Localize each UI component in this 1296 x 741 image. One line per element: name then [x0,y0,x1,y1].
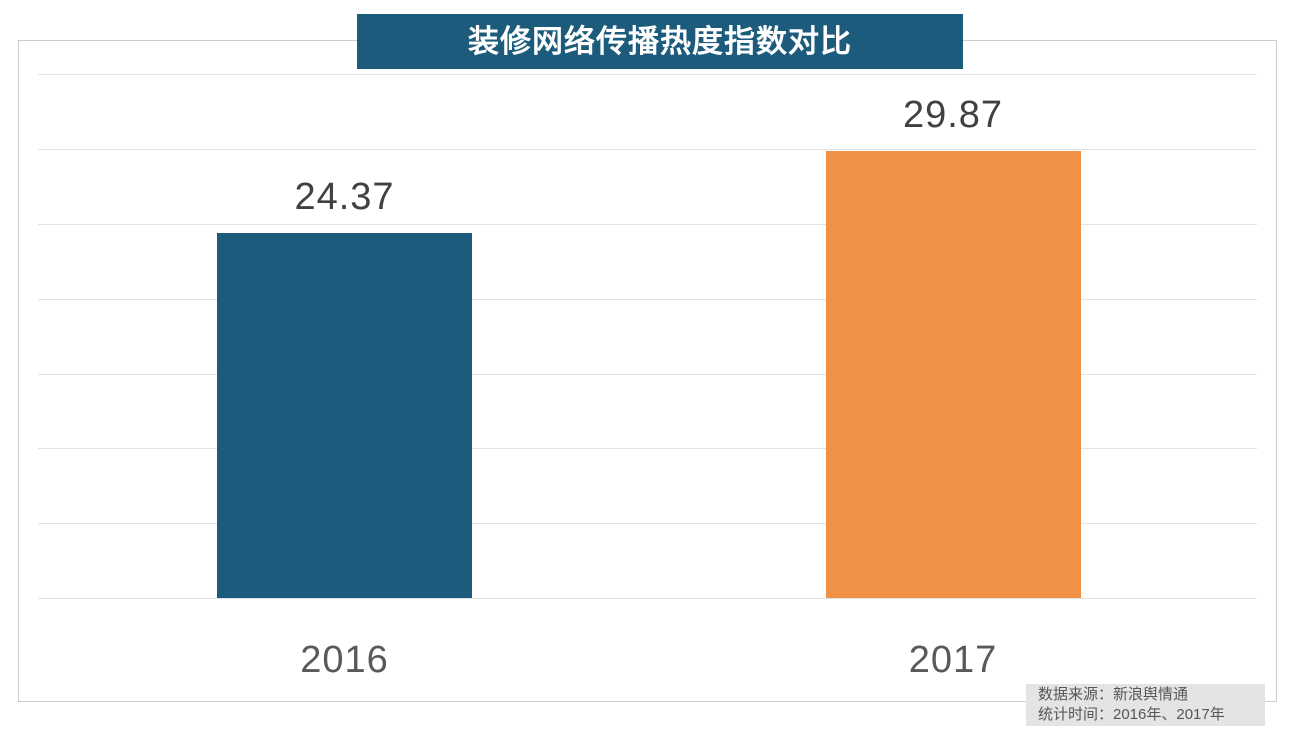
x-axis-label-2017: 2017 [908,639,998,681]
source-note-line1: 数据来源：新浪舆情通 [1038,686,1189,703]
gridline [38,149,1257,150]
source-note: 数据来源：新浪舆情通 统计时间：2016年、2017年 [1026,684,1265,726]
x-axis-label-2016: 2016 [300,639,389,681]
gridline [38,523,1257,524]
source-note-line2: 统计时间：2016年、2017年 [1038,706,1225,723]
bar-2017 [825,151,1081,598]
gridline [38,74,1257,75]
value-label-2017: 29.87 [902,94,1004,136]
gridline [38,448,1257,449]
bar-2016 [217,233,472,598]
plot-area [18,40,1277,702]
chart-title: 装修网络传播热度指数对比 [357,14,963,69]
value-label-2016: 24.37 [294,176,395,218]
gridline [38,299,1257,300]
gridline [38,598,1257,599]
gridline [38,224,1257,225]
gridline [38,374,1257,375]
